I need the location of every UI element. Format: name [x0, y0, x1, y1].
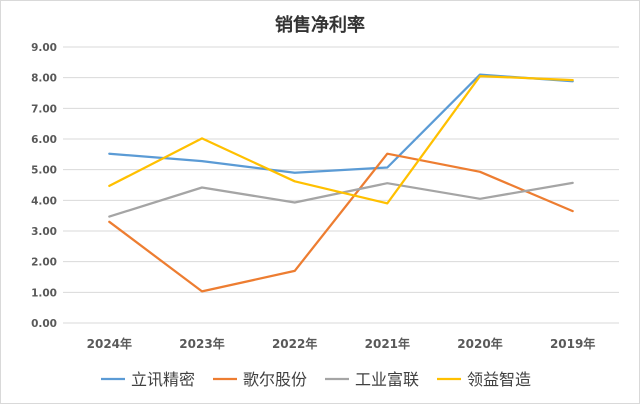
series-lines: [108, 73, 574, 293]
y-tick-label: 3.00: [31, 226, 57, 238]
legend-label: 歌尔股份: [243, 370, 307, 389]
x-tick-label: 2020年: [457, 336, 502, 351]
y-tick-label: 0.00: [31, 318, 57, 330]
y-tick-label: 2.00: [31, 257, 57, 269]
series-line: [108, 74, 574, 205]
y-tick-label: 6.00: [31, 134, 57, 146]
x-tick-label: 2021年: [365, 336, 410, 351]
x-tick-label: 2023年: [179, 336, 224, 351]
legend: 立讯精密 歌尔股份 工业富联 领益智造: [101, 370, 531, 389]
series-line: [108, 73, 574, 174]
chart-title: 销售净利率: [275, 14, 365, 36]
x-tick-label: 2024年: [87, 336, 132, 351]
y-tick-label: 8.00: [31, 73, 57, 85]
gridlines: [63, 46, 619, 324]
legend-label: 立讯精密: [131, 370, 195, 389]
y-tick-label: 7.00: [31, 103, 57, 115]
y-tick-label: 4.00: [31, 195, 57, 207]
y-tick-label: 9.00: [31, 42, 57, 54]
y-tick-label: 5.00: [31, 165, 57, 177]
series-line: [108, 152, 574, 293]
x-tick-label: 2022年: [272, 336, 317, 351]
axes: 0.00 1.00 2.00 3.00 4.00 5.00 6.00 7.00 8.00 9.00…: [31, 42, 595, 351]
y-tick-label: 1.00: [31, 287, 57, 299]
legend-label: 工业富联: [355, 370, 419, 389]
legend-label: 领益智造: [467, 370, 531, 389]
x-tick-label: 2019年: [550, 336, 595, 351]
